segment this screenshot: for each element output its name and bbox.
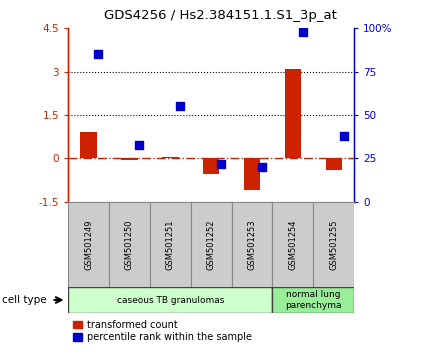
Bar bbox=[203, 159, 220, 174]
Text: GSM501250: GSM501250 bbox=[125, 220, 134, 270]
Text: cell type: cell type bbox=[2, 295, 47, 305]
FancyBboxPatch shape bbox=[150, 202, 191, 289]
FancyBboxPatch shape bbox=[272, 202, 313, 289]
Text: GSM501254: GSM501254 bbox=[288, 220, 297, 270]
Text: normal lung
parenchyma: normal lung parenchyma bbox=[285, 290, 341, 310]
Text: caseous TB granulomas: caseous TB granulomas bbox=[117, 296, 224, 304]
Point bbox=[340, 133, 347, 139]
Bar bbox=[81, 132, 97, 159]
Bar bbox=[121, 159, 138, 160]
FancyBboxPatch shape bbox=[68, 202, 109, 289]
Bar bbox=[244, 159, 260, 190]
FancyBboxPatch shape bbox=[191, 202, 231, 289]
Text: GSM501253: GSM501253 bbox=[248, 220, 257, 270]
Point bbox=[136, 142, 143, 147]
Bar bbox=[285, 69, 301, 159]
Point bbox=[299, 29, 306, 35]
FancyBboxPatch shape bbox=[313, 202, 354, 289]
Text: GSM501255: GSM501255 bbox=[329, 220, 338, 270]
Point bbox=[176, 104, 183, 109]
Text: GDS4256 / Hs2.384151.1.S1_3p_at: GDS4256 / Hs2.384151.1.S1_3p_at bbox=[103, 9, 337, 22]
Text: GSM501251: GSM501251 bbox=[166, 220, 175, 270]
FancyBboxPatch shape bbox=[109, 202, 150, 289]
Point bbox=[95, 52, 102, 57]
Bar bbox=[326, 159, 342, 170]
Point bbox=[217, 161, 224, 166]
Text: GSM501249: GSM501249 bbox=[84, 220, 93, 270]
Text: GSM501252: GSM501252 bbox=[207, 220, 216, 270]
Bar bbox=[162, 157, 179, 159]
FancyBboxPatch shape bbox=[231, 202, 272, 289]
FancyBboxPatch shape bbox=[272, 287, 354, 313]
Legend: transformed count, percentile rank within the sample: transformed count, percentile rank withi… bbox=[73, 320, 252, 342]
FancyBboxPatch shape bbox=[68, 287, 272, 313]
Point bbox=[258, 164, 265, 170]
